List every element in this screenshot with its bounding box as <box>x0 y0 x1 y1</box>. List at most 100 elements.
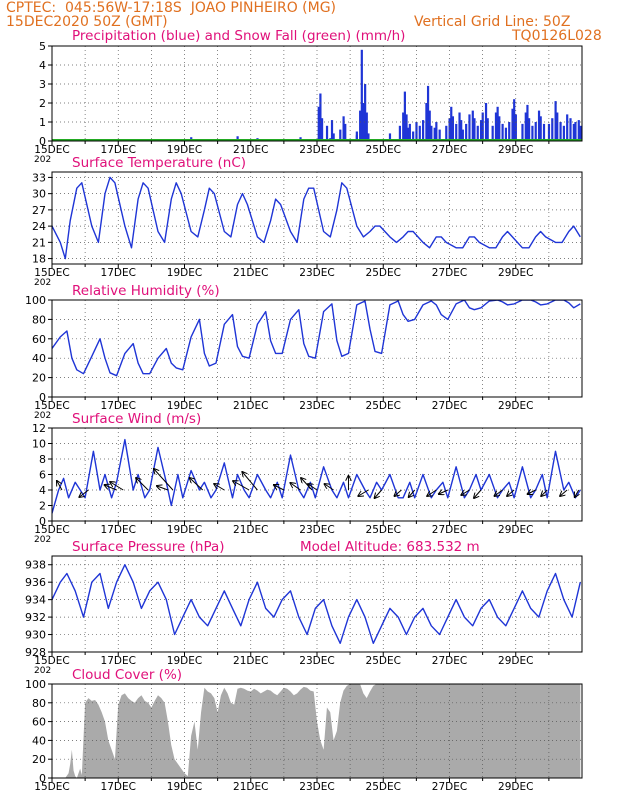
precip-bar <box>360 49 363 141</box>
precip-bar <box>460 120 463 141</box>
x-tick-label: 15DEC <box>34 524 69 536</box>
y-tick-label: 8 <box>39 453 46 466</box>
y-tick-label: 30 <box>32 188 46 201</box>
precip-bar <box>572 123 575 141</box>
x-tick-label: 15DEC <box>34 655 69 667</box>
x-tick-label: 29DEC <box>498 655 533 667</box>
precip-bar <box>362 103 365 141</box>
y-tick-label: 0 <box>39 135 46 148</box>
y-tick-label: 0 <box>39 515 46 528</box>
precip-bar <box>407 127 410 141</box>
x-tick-label: 19DEC <box>167 655 202 667</box>
precip-bar <box>319 93 322 141</box>
y-tick-label: 3 <box>39 78 46 91</box>
panel-title: Cloud Cover (%) <box>72 667 182 683</box>
x-tick-label: 21DEC <box>233 144 268 156</box>
precip-bar <box>403 91 406 141</box>
wind-arrow <box>325 484 334 491</box>
precip-bar <box>526 104 529 141</box>
panel-title: Surface Pressure (hPa) <box>72 539 225 555</box>
y-tick-label: 100 <box>25 678 46 691</box>
x-tick-label: 23DEC <box>299 400 334 412</box>
x-tick-label: 21DEC <box>233 267 268 279</box>
line-series <box>52 438 581 514</box>
precip-bar <box>513 99 516 141</box>
precip-bar <box>320 118 324 141</box>
y-tick-label: 12 <box>32 422 46 435</box>
wind-arrow <box>79 489 89 497</box>
cloud-cover-area <box>65 684 581 778</box>
precip-bar <box>528 118 531 141</box>
precip-bar <box>556 112 559 141</box>
x-tick-label: 19DEC <box>167 781 202 793</box>
line-series <box>52 564 581 644</box>
y-tick-label: 20 <box>32 753 46 766</box>
wind-arrow <box>157 486 169 490</box>
precip-bar <box>542 123 546 141</box>
y-tick-label: 1 <box>39 116 46 129</box>
precip-bar <box>484 103 488 141</box>
precip-bar <box>426 85 430 141</box>
line-series <box>52 176 581 260</box>
x-tick-label: 17DEC <box>101 524 136 536</box>
x-tick-label: 27DEC <box>432 781 467 793</box>
precip-bar <box>355 131 358 141</box>
header-code: TQ0126L028 <box>512 28 602 44</box>
wind-arrow <box>308 484 318 491</box>
x-year-label: 202 <box>34 278 51 288</box>
y-tick-label: 0 <box>39 391 46 404</box>
x-tick-label: 29DEC <box>498 781 533 793</box>
precip-bar <box>496 106 499 141</box>
precip-bar <box>428 110 431 141</box>
precip-bar <box>408 123 411 141</box>
y-tick-label: 936 <box>25 576 46 589</box>
x-tick-label: 25DEC <box>366 144 401 156</box>
y-tick-label: 20 <box>32 372 46 385</box>
header-date-line: 15DEC2020 50Z (GMT) <box>6 14 168 30</box>
precip-bar <box>577 120 580 141</box>
line-series <box>52 300 581 377</box>
panel-1: 18 21 24 27 30 33 15DEC 17DEC 19DEC 21DEC 23DEC 25D… <box>32 155 583 288</box>
precip-bar <box>445 125 448 141</box>
wind-arrow <box>575 489 579 497</box>
precip-bar <box>465 123 468 141</box>
x-tick-label: 29DEC <box>498 144 533 156</box>
panel-4: 928 930 932 934 936 938 15DEC 17DEC 19DEC 21DEC 23… <box>25 539 583 676</box>
y-tick-label: 4 <box>39 484 46 497</box>
precip-bar <box>524 112 527 141</box>
precip-bar <box>422 120 425 141</box>
y-tick-label: 932 <box>25 611 46 624</box>
x-tick-label: 17DEC <box>101 144 136 156</box>
wind-arrow <box>290 483 301 491</box>
x-tick-label: 21DEC <box>233 400 268 412</box>
precip-bar <box>332 133 335 141</box>
precip-bar <box>448 118 451 141</box>
wind-arrow <box>507 489 515 496</box>
x-tick-label: 19DEC <box>167 524 202 536</box>
x-tick-label: 23DEC <box>299 267 334 279</box>
precip-bar <box>435 122 438 141</box>
series-line <box>52 438 581 514</box>
precip-bar <box>359 110 362 141</box>
precip-bar <box>504 127 508 141</box>
precip-bar <box>471 110 474 141</box>
x-tick-label: 19DEC <box>167 267 202 279</box>
wind-arrow <box>358 489 369 496</box>
precip-bar <box>486 118 489 141</box>
x-tick-label: 15DEC <box>34 781 69 793</box>
bar-series <box>65 684 581 778</box>
wind-arrow <box>474 489 482 498</box>
x-tick-label: 27DEC <box>432 144 467 156</box>
wind-arrow <box>439 490 449 494</box>
wind-arrow <box>409 489 416 497</box>
precip-bar <box>534 122 537 141</box>
precip-bar <box>388 133 392 141</box>
series-line <box>52 176 581 260</box>
precip-bar <box>438 129 441 141</box>
x-tick-label: 17DEC <box>101 400 136 412</box>
precip-bar <box>418 125 421 141</box>
precip-bar <box>317 106 320 141</box>
precip-bar <box>476 125 479 141</box>
precip-bar <box>451 116 455 141</box>
wind-arrow <box>375 489 382 498</box>
